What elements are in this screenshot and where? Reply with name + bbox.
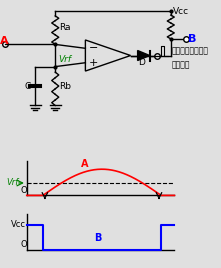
- Text: C: C: [24, 81, 30, 91]
- Text: O: O: [20, 186, 27, 195]
- Text: A: A: [80, 159, 88, 169]
- Polygon shape: [138, 51, 150, 61]
- Text: Vcc: Vcc: [173, 7, 189, 16]
- Text: +: +: [88, 58, 98, 68]
- Text: B: B: [94, 233, 101, 243]
- Text: D: D: [138, 58, 145, 67]
- Text: A: A: [0, 36, 9, 46]
- Text: 送信タイミング゚: 送信タイミング゚: [172, 47, 209, 55]
- Text: Vcc: Vcc: [11, 220, 26, 229]
- Text: Vrf: Vrf: [7, 178, 19, 188]
- Text: B: B: [188, 34, 196, 44]
- Text: Rb: Rb: [59, 81, 71, 91]
- Text: Ra: Ra: [59, 23, 70, 32]
- Text: パルス: パルス: [172, 60, 190, 69]
- Text: −: −: [88, 43, 98, 53]
- Text: O: O: [20, 240, 27, 249]
- Text: Vrf: Vrf: [58, 55, 71, 65]
